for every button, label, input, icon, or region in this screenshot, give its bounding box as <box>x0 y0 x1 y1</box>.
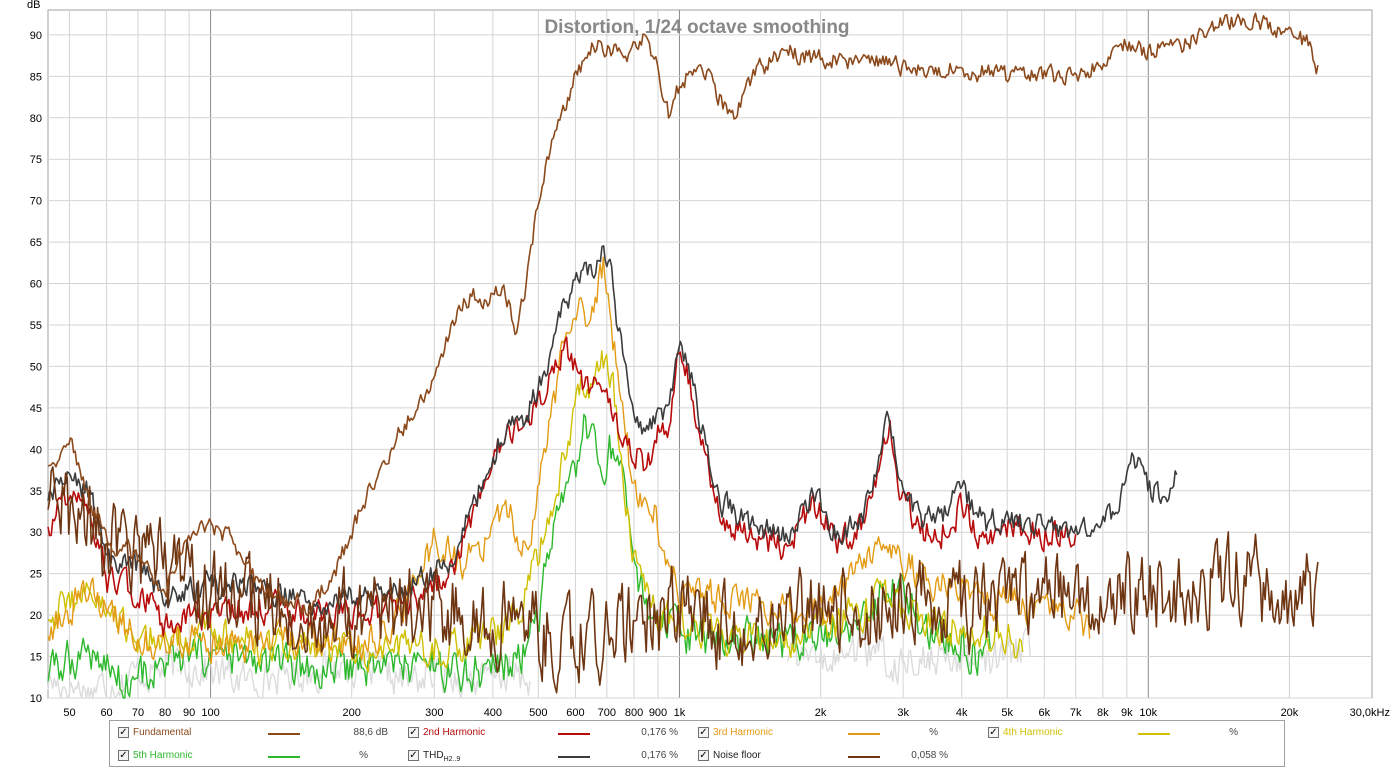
x-tick-label: 100 <box>201 707 219 719</box>
legend-item-noise-floor[interactable]: ✓ Noise floor 0,058 % <box>698 748 978 766</box>
y-tick-label: 20 <box>30 610 42 622</box>
x-tick-label: 900 <box>649 707 667 719</box>
x-tick-label: 7k <box>1070 707 1082 719</box>
y-tick-label: 55 <box>30 320 42 332</box>
y-tick-label: 65 <box>30 237 42 249</box>
series-line-3rd-harmonic <box>47 256 1091 664</box>
legend-label-2nd-harmonic: 2nd Harmonic <box>423 727 486 738</box>
distortion-chart: 10 15 20 25 30 35 40 45 50 55 60 65 70 75 80 85 90 50 60 70… <box>27 0 1390 719</box>
legend-item-4th-harmonic[interactable]: ✓ 4th Harmonic % <box>988 725 1268 743</box>
series-line-thd-h2-9 <box>47 245 1178 616</box>
x-tick-label: 80 <box>159 707 171 719</box>
y-tick-label: 35 <box>30 486 42 498</box>
y-tick-label: 80 <box>30 113 42 125</box>
legend-item-2nd-harmonic[interactable]: ✓ 2nd Harmonic 0,176 % <box>408 725 688 743</box>
legend-item-thd[interactable]: ✓ THDH2..9 0,176 % <box>408 748 688 766</box>
series-line-noise-floor <box>47 466 1319 694</box>
legend-swatch-4th-harmonic <box>1138 733 1170 735</box>
checkbox-4th-harmonic[interactable]: ✓ <box>988 727 999 738</box>
legend-value-2nd-harmonic: 0,176 % <box>641 727 678 738</box>
legend-swatch-noise-floor <box>848 756 880 758</box>
y-tick-label: 40 <box>30 444 42 456</box>
x-tick-label: 500 <box>529 707 547 719</box>
y-tick-label: 70 <box>30 196 42 208</box>
legend-swatch-thd <box>558 756 590 758</box>
y-tick-label: 90 <box>30 30 42 42</box>
checkbox-2nd-harmonic[interactable]: ✓ <box>408 727 419 738</box>
x-tick-label: 50 <box>63 707 75 719</box>
y-tick-label: 45 <box>30 403 42 415</box>
y-tick-label: 60 <box>30 279 42 291</box>
legend-label-thd-main: THD <box>423 750 444 761</box>
x-tick-label: 6k <box>1038 707 1050 719</box>
y-tick-label: 10 <box>30 693 42 705</box>
series-line-5th-harmonic <box>47 413 991 699</box>
series-line-noise-floor-full <box>47 646 531 699</box>
legend-label-5th-harmonic: 5th Harmonic <box>133 750 193 761</box>
series-group <box>47 12 1319 699</box>
axes: 10 15 20 25 30 35 40 45 50 55 60 65 70 75 80 85 90 50 60 70… <box>30 30 1390 719</box>
x-tick-label: 2k <box>815 707 827 719</box>
legend-value-thd: 0,176 % <box>641 750 678 761</box>
checkbox-noise-floor[interactable]: ✓ <box>698 750 709 761</box>
legend-swatch-2nd-harmonic <box>558 733 590 735</box>
x-tick-label: 9k <box>1121 707 1133 719</box>
legend-swatch-3rd-harmonic <box>848 733 880 735</box>
legend-value-4th-harmonic: % <box>1229 727 1238 738</box>
y-tick-label: 25 <box>30 569 42 581</box>
x-tick-label: 70 <box>132 707 144 719</box>
x-tick-label: 300 <box>425 707 443 719</box>
legend-value-fundamental: 88,6 dB <box>353 727 388 738</box>
x-tick-label: 8k <box>1097 707 1109 719</box>
legend-value-5th-harmonic: % <box>359 750 368 761</box>
chart-title: Distortion, 1/24 octave smoothing <box>544 17 849 38</box>
x-tick-label: 60 <box>100 707 112 719</box>
y-tick-label: 50 <box>30 361 42 373</box>
legend-label-thd-sub: H2..9 <box>443 756 461 763</box>
legend-item-3rd-harmonic[interactable]: ✓ 3rd Harmonic % <box>698 725 978 743</box>
x-tick-label: 10k <box>1139 707 1157 719</box>
x-tick-label: 30,0kHz <box>1350 707 1390 719</box>
legend-label-noise-floor: Noise floor <box>713 750 761 761</box>
x-tick-label: 3k <box>897 707 909 719</box>
checkbox-fundamental[interactable]: ✓ <box>118 727 129 738</box>
legend-label-thd: THDH2..9 <box>423 750 460 763</box>
x-tick-label: 4k <box>956 707 968 719</box>
legend-label-3rd-harmonic: 3rd Harmonic <box>713 727 774 738</box>
series-line-fundamental <box>47 12 1319 617</box>
x-tick-label: 400 <box>484 707 502 719</box>
checkbox-thd[interactable]: ✓ <box>408 750 419 761</box>
y-tick-label: 15 <box>30 652 42 664</box>
legend-value-3rd-harmonic: % <box>929 727 938 738</box>
checkbox-5th-harmonic[interactable]: ✓ <box>118 750 129 761</box>
checkbox-3rd-harmonic[interactable]: ✓ <box>698 727 709 738</box>
x-tick-label: 800 <box>625 707 643 719</box>
legend-label-fundamental: Fundamental <box>133 727 192 738</box>
y-axis-unit-label: dB <box>27 0 40 11</box>
x-tick-label: 5k <box>1001 707 1013 719</box>
x-tick-label: 20k <box>1281 707 1299 719</box>
legend-item-fundamental[interactable]: ✓ Fundamental 88,6 dB <box>118 725 398 743</box>
y-tick-label: 75 <box>30 154 42 166</box>
legend-swatch-5th-harmonic <box>268 756 300 758</box>
x-tick-label: 90 <box>183 707 195 719</box>
x-tick-label: 600 <box>566 707 584 719</box>
y-tick-label: 30 <box>30 527 42 539</box>
legend-swatch-fundamental <box>268 733 300 735</box>
legend-panel: ✓ Fundamental 88,6 dB ✓ 2nd Harmonic 0,1… <box>109 720 1285 767</box>
legend-label-4th-harmonic: 4th Harmonic <box>1003 727 1063 738</box>
y-tick-label: 85 <box>30 71 42 83</box>
x-tick-label: 700 <box>598 707 616 719</box>
series-line-noise-floor-full-hf <box>786 627 1031 685</box>
legend-value-noise-floor: 0,058 % <box>911 750 948 761</box>
legend-item-5th-harmonic[interactable]: ✓ 5th Harmonic % <box>118 748 398 766</box>
x-tick-label: 1k <box>674 707 686 719</box>
x-tick-label: 200 <box>343 707 361 719</box>
